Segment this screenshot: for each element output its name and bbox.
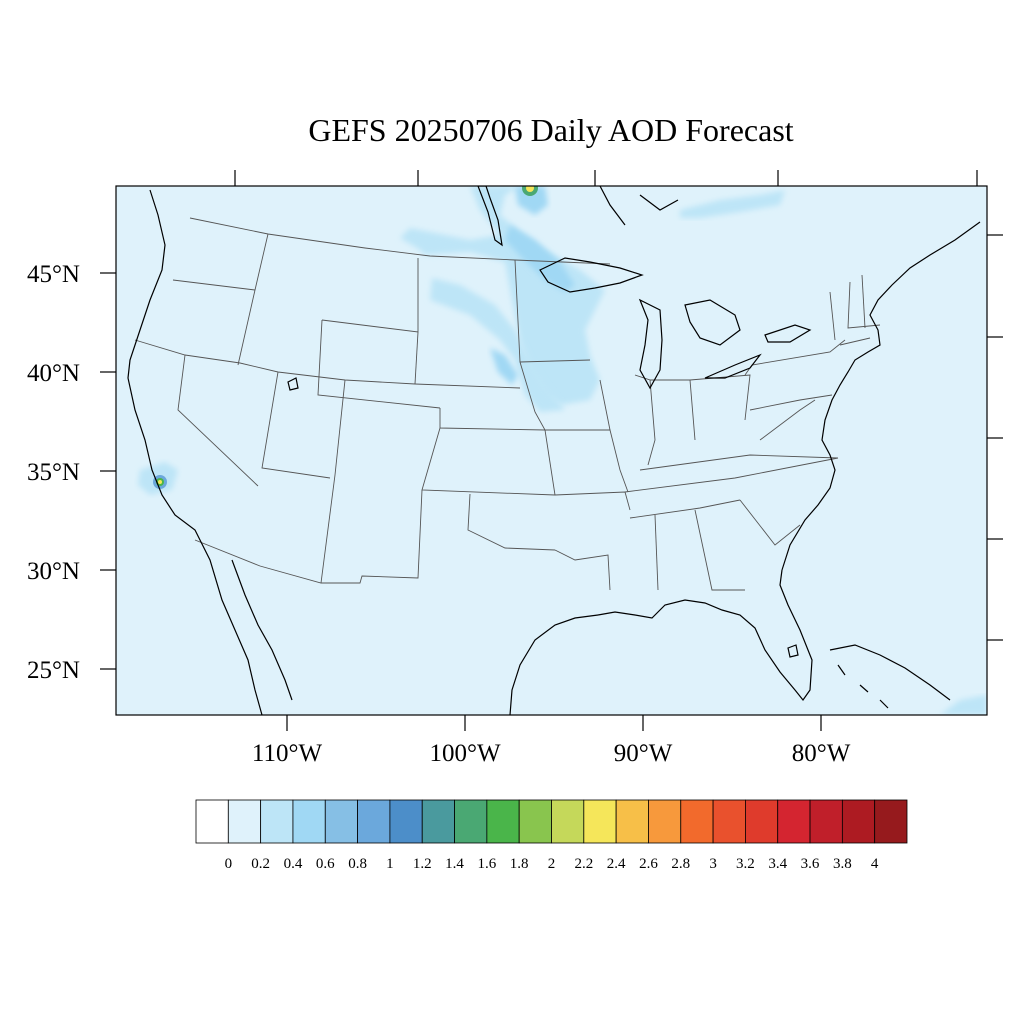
lake-michigan [638,298,663,390]
gulf-coast-texas [509,614,599,715]
colorbar-tick-label: 1.6 [477,856,496,872]
lake-huron [684,299,741,346]
lake-erie [704,353,762,379]
colorbar-tick-label: 3.2 [736,856,755,872]
great-salt-lake [287,377,299,391]
state-borders [134,217,881,591]
colorbar-tick-label: 1.8 [510,856,529,872]
baja-gulf-coast [231,559,293,701]
colorbar-swatch [841,799,876,844]
aod-plume-nebraska [490,348,518,385]
aod-plume-northern-plains [400,186,605,405]
colorbar-swatch [712,799,746,844]
latitude-labels: 45°N 40°N 35°N 30°N 25°N [27,261,80,684]
aod-hotspot-california-core [158,480,162,484]
colorbar-tick-label: 2.6 [639,856,658,872]
bottom-ticks [286,715,822,731]
colorbar-swatch [777,799,811,844]
colorbar-tick-label: 0.8 [348,856,367,872]
map-panel [116,186,987,715]
aod-field [138,186,987,715]
hudson-bay-region [599,186,679,226]
colorbar-tick-label: 1.4 [445,856,464,872]
longitude-labels: 110°W 100°W 90°W 80°W [252,740,851,767]
colorbar-tick-label: 3.6 [801,856,820,872]
colorbar-swatch [421,799,455,844]
lake-okeechobee [787,644,799,658]
colorbar-tick-label: 3 [709,856,717,872]
colorbar-swatch [389,799,423,844]
lon-label-100w: 100°W [429,740,500,767]
colorbar-tick-label: 0.2 [251,856,270,872]
colorbar-swatch [324,799,358,844]
colorbar-swatch [518,799,552,844]
lake-superior [539,257,644,293]
colorbar-swatch [648,799,682,844]
colorbar-swatch [454,799,488,844]
atlantic-coast [781,221,981,571]
colorbar-tick-label: 2.4 [607,856,626,872]
coastlines [127,186,981,715]
bahamas [837,664,889,709]
lat-label-40n: 40°N [27,360,80,387]
colorbar-swatch [874,799,908,844]
lon-label-90w: 90°W [614,740,673,767]
lon-label-80w: 80°W [792,740,851,767]
colorbar-swatch [680,799,714,844]
colorbar-swatch [260,799,294,844]
colorbar-tick-label: 3.4 [768,856,787,872]
colorbar-tick-label: 1.2 [413,856,432,872]
map-title: GEFS 20250706 Daily AOD Forecast [308,112,793,148]
left-ticks [100,272,116,670]
colorbar-swatch [745,799,779,844]
colorbar [195,799,908,844]
colorbar-swatch [292,799,326,844]
colorbar-tick-label: 0.4 [284,856,303,872]
aod-plume-caribbean [940,695,987,715]
aod-plume-ontario-streak [680,190,785,218]
lon-label-110w: 110°W [252,740,323,767]
cuba-north-coast [829,644,951,701]
colorbar-swatch [486,799,520,844]
top-ticks [234,170,978,186]
colorbar-tick-label: 0.6 [316,856,335,872]
pacific-coast [127,189,263,715]
lat-label-35n: 35°N [27,459,80,486]
colorbar-labels: 0 0.2 0.4 0.6 0.8 1 1.2 1.4 1.6 1.8 2 2.2 2.4 2.6 2.8 3… [225,856,879,872]
colorbar-tick-label: 2 [548,856,556,872]
colorbar-tick-label: 2.8 [671,856,690,872]
aod-plume-canada-north [515,186,548,215]
lat-label-45n: 45°N [27,261,80,288]
map-frame [115,185,988,716]
colorbar-swatch [583,799,617,844]
colorbar-tick-label: 2.2 [574,856,593,872]
colorbar-tick-label: 0 [225,856,233,872]
lake-ontario [764,324,812,343]
colorbar-tick-label: 3.8 [833,856,852,872]
colorbar-swatch [357,799,391,844]
aod-plume-minnesota [505,225,575,292]
right-ticks [987,234,1003,641]
lat-label-25n: 25°N [27,657,80,684]
colorbar-swatch [551,799,585,844]
colorbar-swatch [227,799,262,844]
colorbar-tick-label: 4 [871,856,879,872]
colorbar-swatch [195,799,229,844]
aod-plume-central [430,278,565,412]
gulf-coast-east [597,569,813,702]
colorbar-swatch [615,799,649,844]
colorbar-swatch [809,799,843,844]
lake-winnipeg [477,186,503,247]
colorbar-tick-label: 1 [386,856,394,872]
lat-label-30n: 30°N [27,558,80,585]
aod-hotspot-canada-core [526,186,534,192]
